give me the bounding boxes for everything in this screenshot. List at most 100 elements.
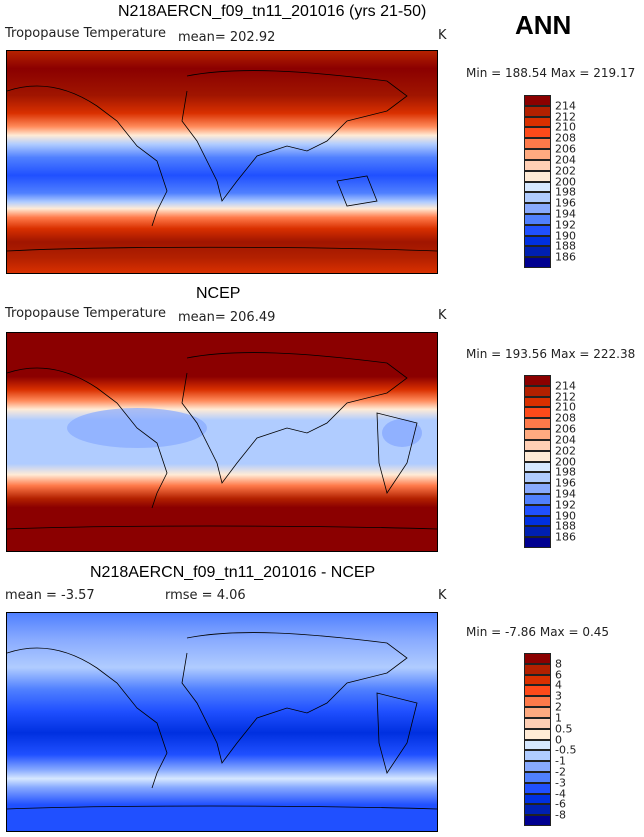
panel3-rmse: rmse = 4.06	[165, 588, 246, 603]
colorbar-level-label: 202	[555, 164, 576, 178]
coastlines	[7, 352, 437, 530]
panel1-minmax: Min = 188.54 Max = 219.17	[466, 66, 636, 80]
colorbar-box	[524, 739, 551, 751]
colorbar-level-label: 0	[555, 733, 562, 746]
colorbar-box	[524, 483, 551, 494]
colorbar-box	[524, 493, 551, 505]
colorbar-level-label: -3	[555, 776, 566, 790]
colorbar-level-label: -1	[555, 754, 566, 768]
colorbar-level-label: 204	[555, 153, 576, 167]
colorbar-level-label: 192	[555, 498, 576, 512]
colorbar-level-label: 206	[555, 422, 576, 436]
colorbar-box	[524, 385, 551, 397]
colorbar-level-label: 4	[555, 678, 562, 692]
colorbar-box	[524, 707, 551, 718]
colorbar-box	[524, 537, 551, 548]
panel3-units: K	[438, 588, 447, 603]
colorbar-level-label: 186	[555, 530, 576, 544]
colorbar-level-label: 0.5	[555, 722, 573, 736]
colorbar-box	[524, 213, 551, 225]
colorbar-level-label: -8	[555, 808, 566, 822]
colorbar-box	[524, 804, 551, 816]
panel3-minmax: Min = -7.86 Max = 0.45	[466, 625, 610, 639]
colorbar-box	[524, 815, 551, 826]
colorbar-box	[524, 504, 551, 516]
colorbar-level-label: 200	[555, 175, 576, 188]
colorbar-level-label: 190	[555, 229, 576, 243]
colorbar-box	[524, 450, 551, 462]
colorbar-box	[524, 418, 551, 430]
colorbar-box	[524, 515, 551, 527]
colorbar-level-label: 202	[555, 444, 576, 458]
colorbar-box	[524, 663, 551, 675]
colorbar-level-label: 196	[555, 476, 576, 490]
colorbar-box	[524, 116, 551, 128]
colorbar-level-label: 186	[555, 250, 576, 264]
colorbar-level-label: 192	[555, 218, 576, 232]
colorbar-level-label: 212	[555, 390, 576, 404]
colorbar-box	[524, 138, 551, 150]
colorbar-box	[524, 375, 551, 386]
colorbar-box	[524, 472, 551, 484]
panel3-mean: mean = -3.57	[5, 588, 95, 603]
panel2-colorbar	[524, 375, 551, 548]
colorbar-box	[524, 761, 551, 772]
colorbar-level-label: 190	[555, 509, 576, 523]
colorbar-level-label: 198	[555, 465, 576, 479]
colorbar-box	[524, 782, 551, 794]
panel2-title: NCEP	[196, 285, 241, 302]
colorbar-box	[524, 235, 551, 247]
panel2-ncep-map	[6, 332, 438, 552]
colorbar-level-label: 212	[555, 110, 576, 124]
colorbar-box	[524, 170, 551, 182]
colorbar-level-label: -6	[555, 797, 566, 811]
colorbar-level-label: 208	[555, 411, 576, 425]
panel1-model-map	[6, 50, 438, 274]
colorbar-box	[524, 728, 551, 740]
colorbar-level-label: 214	[555, 99, 576, 113]
colorbar-level-label: -0.5	[555, 743, 577, 757]
colorbar-level-label: 8	[555, 657, 562, 671]
colorbar-box	[524, 149, 551, 160]
panel3-colorbar	[524, 653, 551, 826]
colorbar-level-label: 194	[555, 207, 576, 221]
panel3-title: N218AERCN_f09_tn11_201016 - NCEP	[90, 564, 376, 581]
colorbar-box	[524, 653, 551, 664]
colorbar-level-label: -4	[555, 787, 566, 801]
panel1-units: K	[438, 28, 447, 43]
colorbar-level-label: 6	[555, 668, 562, 682]
colorbar-box	[524, 257, 551, 268]
coastlines	[7, 632, 437, 810]
colorbar-level-label: 1	[555, 711, 562, 725]
colorbar-level-label: 206	[555, 142, 576, 156]
colorbar-level-label: 200	[555, 455, 576, 468]
colorbar-level-label: 210	[555, 400, 576, 414]
colorbar-box	[524, 793, 551, 805]
panel1-variable: Tropopause Temperature	[5, 26, 166, 41]
panel1-title: N218AERCN_f09_tn11_201016 (yrs 21-50)	[118, 3, 427, 20]
colorbar-box	[524, 192, 551, 204]
colorbar-box	[524, 127, 551, 139]
colorbar-level-label: 196	[555, 196, 576, 210]
colorbar-level-label: 210	[555, 120, 576, 134]
colorbar-level-label: 208	[555, 131, 576, 145]
panel2-mean: mean= 206.49	[178, 310, 276, 325]
colorbar-box	[524, 95, 551, 106]
colorbar-level-label: 194	[555, 487, 576, 501]
colorbar-box	[524, 181, 551, 193]
panel2-minmax: Min = 193.56 Max = 222.38	[466, 347, 636, 361]
colorbar-level-label: 188	[555, 519, 576, 533]
panel1-mean: mean= 202.92	[178, 30, 276, 45]
colorbar-level-label: 3	[555, 689, 562, 703]
colorbar-box	[524, 685, 551, 697]
season-label: ANN	[515, 10, 572, 40]
colorbar-box	[524, 439, 551, 451]
colorbar-box	[524, 750, 551, 762]
colorbar-box	[524, 246, 551, 258]
colorbar-box	[524, 696, 551, 708]
colorbar-box	[524, 203, 551, 214]
colorbar-box	[524, 674, 551, 686]
coastlines	[7, 70, 437, 252]
colorbar-level-label: 198	[555, 185, 576, 199]
colorbar-level-label: 204	[555, 433, 576, 447]
